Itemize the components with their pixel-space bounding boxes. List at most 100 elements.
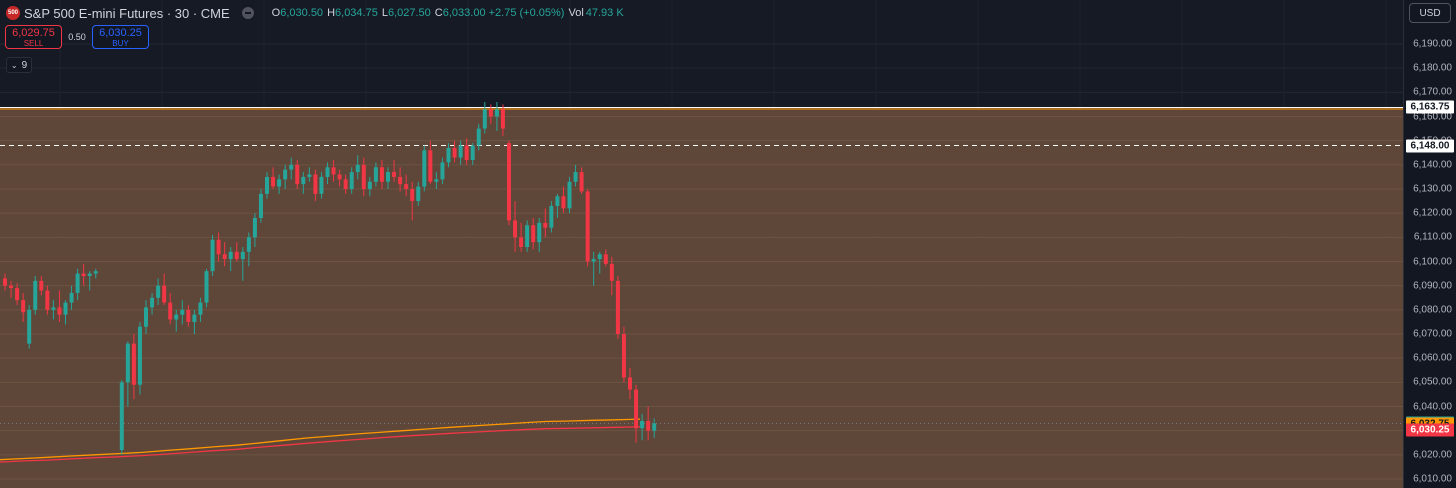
candle-body — [355, 164, 360, 173]
candle-body — [416, 186, 421, 202]
close-label: C — [434, 7, 443, 19]
candle-body — [440, 162, 445, 180]
candle-body — [482, 109, 487, 129]
price-tick: 6,120.00 — [1413, 207, 1452, 219]
candle-body — [603, 254, 608, 264]
candle-body — [398, 176, 403, 185]
candlestick-chart[interactable] — [0, 0, 1403, 488]
candle-body — [174, 314, 179, 320]
candle-body — [597, 254, 602, 260]
candle-body — [144, 307, 148, 327]
candle-body — [252, 218, 257, 238]
candle-body — [81, 273, 86, 276]
candle-body — [125, 343, 130, 383]
price-tick: 6,190.00 — [1413, 38, 1452, 50]
open-value: 6,030.50 — [280, 7, 324, 19]
candle-body — [361, 164, 366, 189]
candle-body — [555, 196, 560, 206]
candle-body — [307, 174, 312, 177]
candle-body — [204, 271, 209, 303]
candle-body — [3, 278, 7, 286]
price-tick: 6,110.00 — [1413, 231, 1452, 243]
candle-body — [404, 184, 409, 189]
candle-body — [63, 302, 68, 315]
candle-body — [234, 251, 239, 260]
candle-body — [464, 145, 469, 160]
moving-average-orange — [0, 418, 641, 461]
candle-body — [210, 239, 215, 272]
currency-selector[interactable]: USD — [1409, 3, 1451, 23]
candle-body — [39, 280, 44, 291]
sell-label: SELL — [23, 38, 44, 48]
chart-area[interactable] — [0, 0, 1403, 488]
candle-body — [301, 176, 306, 185]
price-label-tag: 6,030.25 — [1406, 423, 1454, 437]
price-tick: 6,180.00 — [1413, 62, 1452, 74]
candle-body — [240, 251, 245, 260]
candle-body — [458, 145, 463, 158]
candle-body — [531, 225, 536, 243]
candle-body — [27, 309, 32, 344]
candle-body — [343, 179, 348, 189]
candle-body — [192, 314, 197, 322]
price-tick: 6,100.00 — [1413, 256, 1452, 267]
candle-body — [313, 174, 318, 194]
candle-body — [289, 164, 294, 170]
candle-body — [57, 307, 62, 315]
candle-body — [45, 290, 50, 310]
price-tick: 6,070.00 — [1413, 328, 1452, 340]
candle-body — [228, 251, 233, 260]
candle-body — [621, 334, 626, 378]
candle-body — [470, 145, 475, 160]
candle-body — [386, 172, 390, 182]
close-value: 6,033.00 +2.75 (+0.05%) — [442, 7, 565, 19]
candle-body — [392, 172, 397, 177]
candle-body — [422, 150, 427, 187]
price-axis[interactable]: 6,190.006,180.006,170.006,160.006,150.00… — [1403, 0, 1456, 488]
candle-body — [137, 326, 142, 385]
price-tick: 6,050.00 — [1413, 376, 1452, 388]
price-tick: 6,020.00 — [1413, 449, 1452, 461]
candle-body — [379, 167, 384, 182]
candle-body — [51, 307, 56, 310]
hide-series-icon[interactable] — [241, 7, 254, 19]
price-tick: 6,160.00 — [1413, 111, 1452, 122]
candle-body — [186, 309, 191, 322]
candle-body — [156, 285, 161, 298]
candle-body — [634, 389, 639, 429]
candle-body — [119, 382, 124, 450]
candle-body — [69, 292, 74, 303]
candle-body — [609, 263, 614, 281]
candle-body — [537, 222, 542, 243]
price-label-tag: 6,148.00 — [1406, 139, 1454, 152]
price-tick: 6,170.00 — [1413, 86, 1452, 98]
candle-body — [33, 280, 38, 310]
candle-body — [640, 421, 645, 429]
candle-body — [452, 147, 457, 158]
sell-button[interactable]: 6,029.75 SELL — [5, 25, 62, 49]
indicators-toggle-button[interactable]: ⌄ 9 — [6, 57, 32, 73]
candle-body — [246, 237, 251, 252]
symbol-logo-icon[interactable]: 500 — [6, 6, 20, 20]
open-label: O — [271, 7, 281, 19]
price-tick: 6,090.00 — [1413, 280, 1452, 292]
candle-body — [446, 147, 451, 163]
buy-button[interactable]: 6,030.25 BUY — [92, 25, 149, 49]
candle-body — [198, 302, 203, 315]
candle-body — [271, 176, 276, 187]
price-label-tag: 6,163.75 — [1406, 100, 1454, 114]
symbol-title[interactable]: S&P 500 E-mini Futures · 30 · CME — [24, 5, 230, 21]
candle-body — [131, 343, 136, 385]
candle-body — [628, 377, 632, 390]
price-tick: 6,130.00 — [1413, 183, 1452, 195]
candle-body — [507, 143, 511, 221]
candle-body — [295, 164, 300, 185]
candle-body — [519, 237, 524, 247]
high-value: 6,034.75 — [335, 7, 378, 19]
candle-body — [93, 271, 98, 274]
candle-body — [168, 302, 173, 320]
candle-body — [615, 280, 620, 334]
sell-price: 6,029.75 — [12, 26, 55, 39]
low-value: 6,027.50 — [387, 7, 431, 19]
